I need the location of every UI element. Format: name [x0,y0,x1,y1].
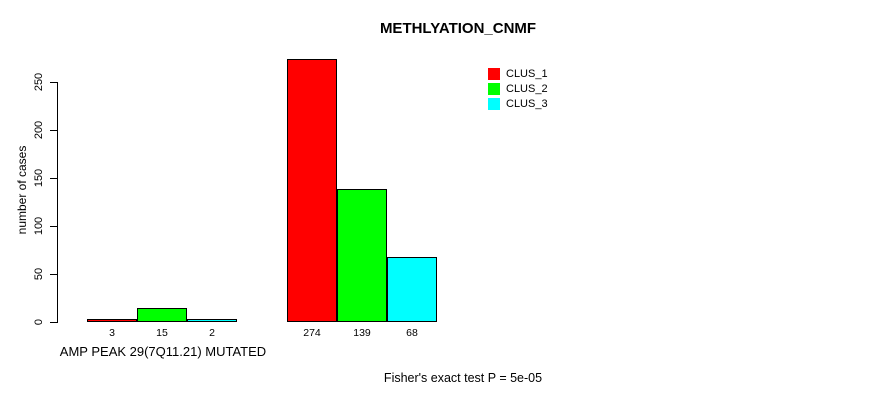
legend: CLUS_1 CLUS_2 CLUS_3 [488,66,548,111]
legend-swatch-clus_1 [488,67,500,80]
y-tick [50,130,57,131]
legend-row: CLUS_3 [488,96,548,111]
y-tick-label: 250 [33,72,45,92]
fisher-test-annotation: Fisher's exact test P = 5e-05 [383,371,543,385]
bar-clus_1-group2 [287,59,337,322]
y-tick [50,82,57,83]
bar-value-label: 15 [156,327,168,339]
legend-row: CLUS_2 [488,81,548,96]
y-tick [50,226,57,227]
legend-label: CLUS_1 [506,67,548,80]
y-tick-label: 100 [33,216,45,236]
legend-label: CLUS_2 [506,82,548,95]
bar-value-label: 139 [353,327,371,339]
legend-swatch-clus_3 [488,97,500,110]
legend-label: CLUS_3 [506,97,548,110]
bar-clus_1-group1 [87,319,137,322]
bar-clus_3-group2 [387,257,437,322]
legend-row: CLUS_1 [488,66,548,81]
bar-clus_2-group1 [137,308,187,322]
bar-value-label: 68 [406,327,418,339]
legend-swatch-clus_2 [488,82,500,95]
chart-title: METHLYATION_CNMF [379,20,537,37]
y-tick-label: 0 [33,318,45,326]
y-tick [50,274,57,275]
bar-clus_3-group1 [187,319,237,322]
y-tick [50,322,57,323]
bar-value-label: 3 [109,327,115,339]
bar-value-label: 274 [303,327,321,339]
y-axis-line [57,82,58,323]
bar-clus_2-group2 [337,189,387,322]
bar-value-label: 2 [209,327,215,339]
y-tick-label: 150 [33,168,45,188]
y-tick [50,178,57,179]
y-tick-label: 200 [33,120,45,140]
y-tick-label: 50 [33,267,45,281]
x-axis-title: AMP PEAK 29(7Q11.21) MUTATED [59,344,267,359]
y-axis-title: number of cases [15,145,29,235]
